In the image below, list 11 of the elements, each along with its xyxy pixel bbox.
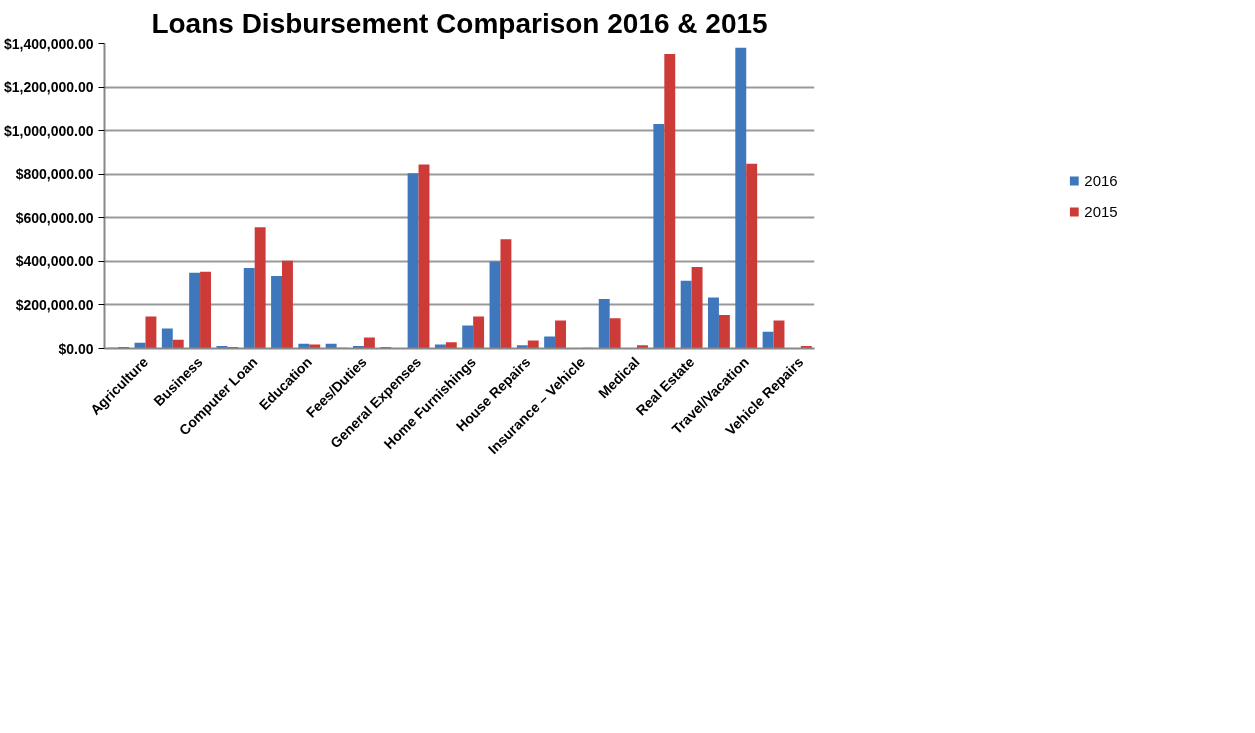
y-tick-label: $1,200,000.00: [3, 79, 94, 96]
y-tick-label: $200,000.00: [15, 296, 94, 313]
legend-label: 2015: [1084, 202, 1118, 220]
y-tick-label: $1,400,000.00: [3, 35, 94, 52]
y-tick-label: $400,000.00: [15, 253, 94, 270]
y-tick-label: $0.00: [58, 340, 94, 357]
y-tick-label: $1,000,000.00: [3, 122, 94, 139]
legend-label: 2016: [1084, 171, 1118, 189]
y-tick-label: $800,000.00: [15, 166, 94, 183]
chart-title: Loans Disbursement Comparison 2016 & 2015: [151, 7, 768, 39]
y-tick-label: $600,000.00: [15, 209, 94, 226]
